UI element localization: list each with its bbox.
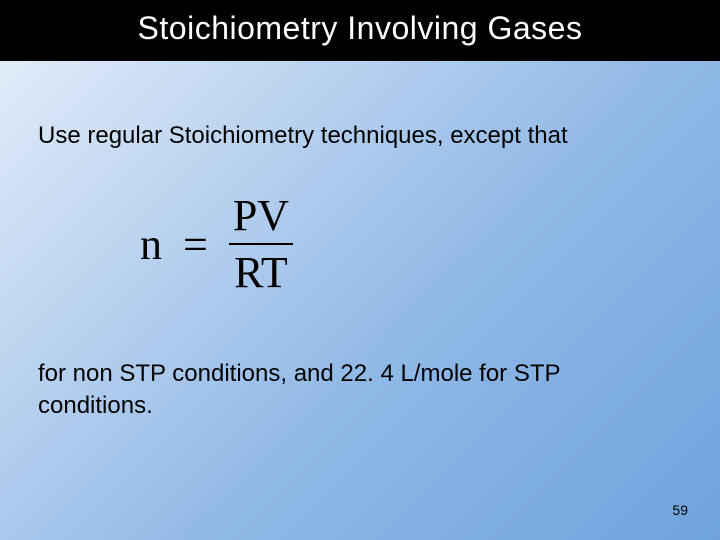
slide: Stoichiometry Involving Gases Use regula…	[0, 0, 720, 540]
equation-lhs: n	[140, 219, 162, 270]
page-number: 59	[672, 502, 688, 518]
body-text-top: Use regular Stoichiometry techniques, ex…	[38, 122, 568, 150]
title-bar: Stoichiometry Involving Gases	[0, 0, 720, 61]
body-text-bottom: for non STP conditions, and 22. 4 L/mole…	[38, 358, 660, 423]
equation-equals: =	[183, 219, 208, 270]
equation-numerator: PV	[229, 190, 293, 243]
slide-title: Stoichiometry Involving Gases	[138, 10, 583, 46]
equation: n = PV RT	[140, 190, 293, 298]
equation-denominator: RT	[229, 245, 293, 298]
equation-fraction: PV RT	[229, 190, 293, 298]
